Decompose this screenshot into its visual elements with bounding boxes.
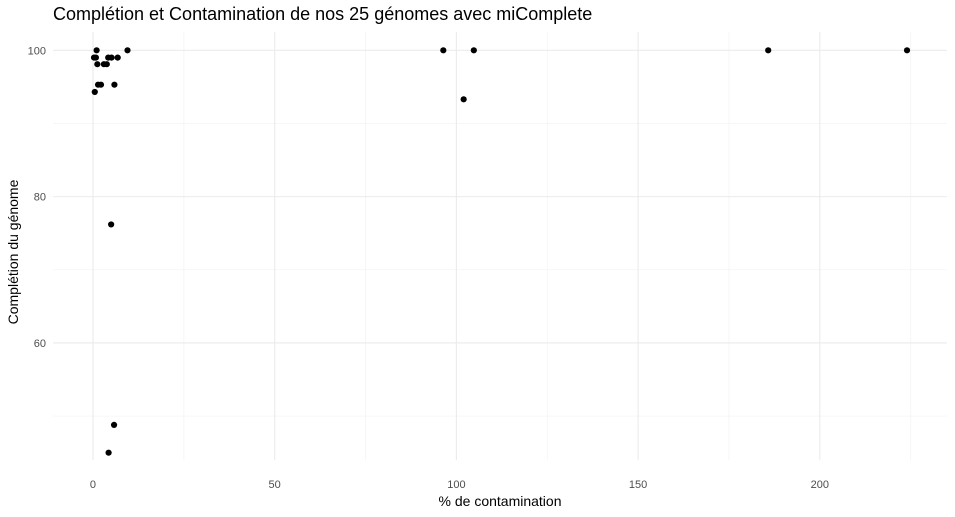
data-point <box>111 81 118 88</box>
data-point <box>460 96 467 103</box>
data-point <box>94 61 101 68</box>
y-tick-label: 100 <box>28 45 46 57</box>
x-tick-label: 150 <box>629 479 647 491</box>
tick-labels: 0 50 100 150 200 60 80 100 <box>28 45 829 491</box>
data-point <box>903 47 911 54</box>
y-tick-label: 80 <box>34 192 46 204</box>
y-tick-label: 60 <box>34 338 46 350</box>
data-point <box>440 47 447 54</box>
data-point <box>103 61 110 68</box>
data-point <box>97 81 105 88</box>
data-point <box>108 221 115 228</box>
x-tick-label: 200 <box>811 479 829 491</box>
data-point <box>470 47 477 54</box>
y-axis-title: Complétion du génome <box>5 179 21 324</box>
data-point <box>108 54 115 61</box>
data-point <box>105 449 112 456</box>
x-axis-title: % de contamination <box>439 493 562 509</box>
data-point <box>92 54 99 61</box>
x-tick-label: 0 <box>90 479 96 491</box>
x-tick-label: 50 <box>269 479 281 491</box>
grid <box>53 32 947 460</box>
chart-title: Complétion et Contamination de nos 25 gé… <box>53 4 592 24</box>
data-point <box>765 47 772 54</box>
data-point <box>91 88 98 96</box>
data-point <box>110 421 118 428</box>
data-point <box>114 54 121 61</box>
x-tick-label: 100 <box>447 479 465 491</box>
data-point <box>93 47 100 54</box>
data-point <box>124 47 131 54</box>
data-points <box>90 47 911 456</box>
